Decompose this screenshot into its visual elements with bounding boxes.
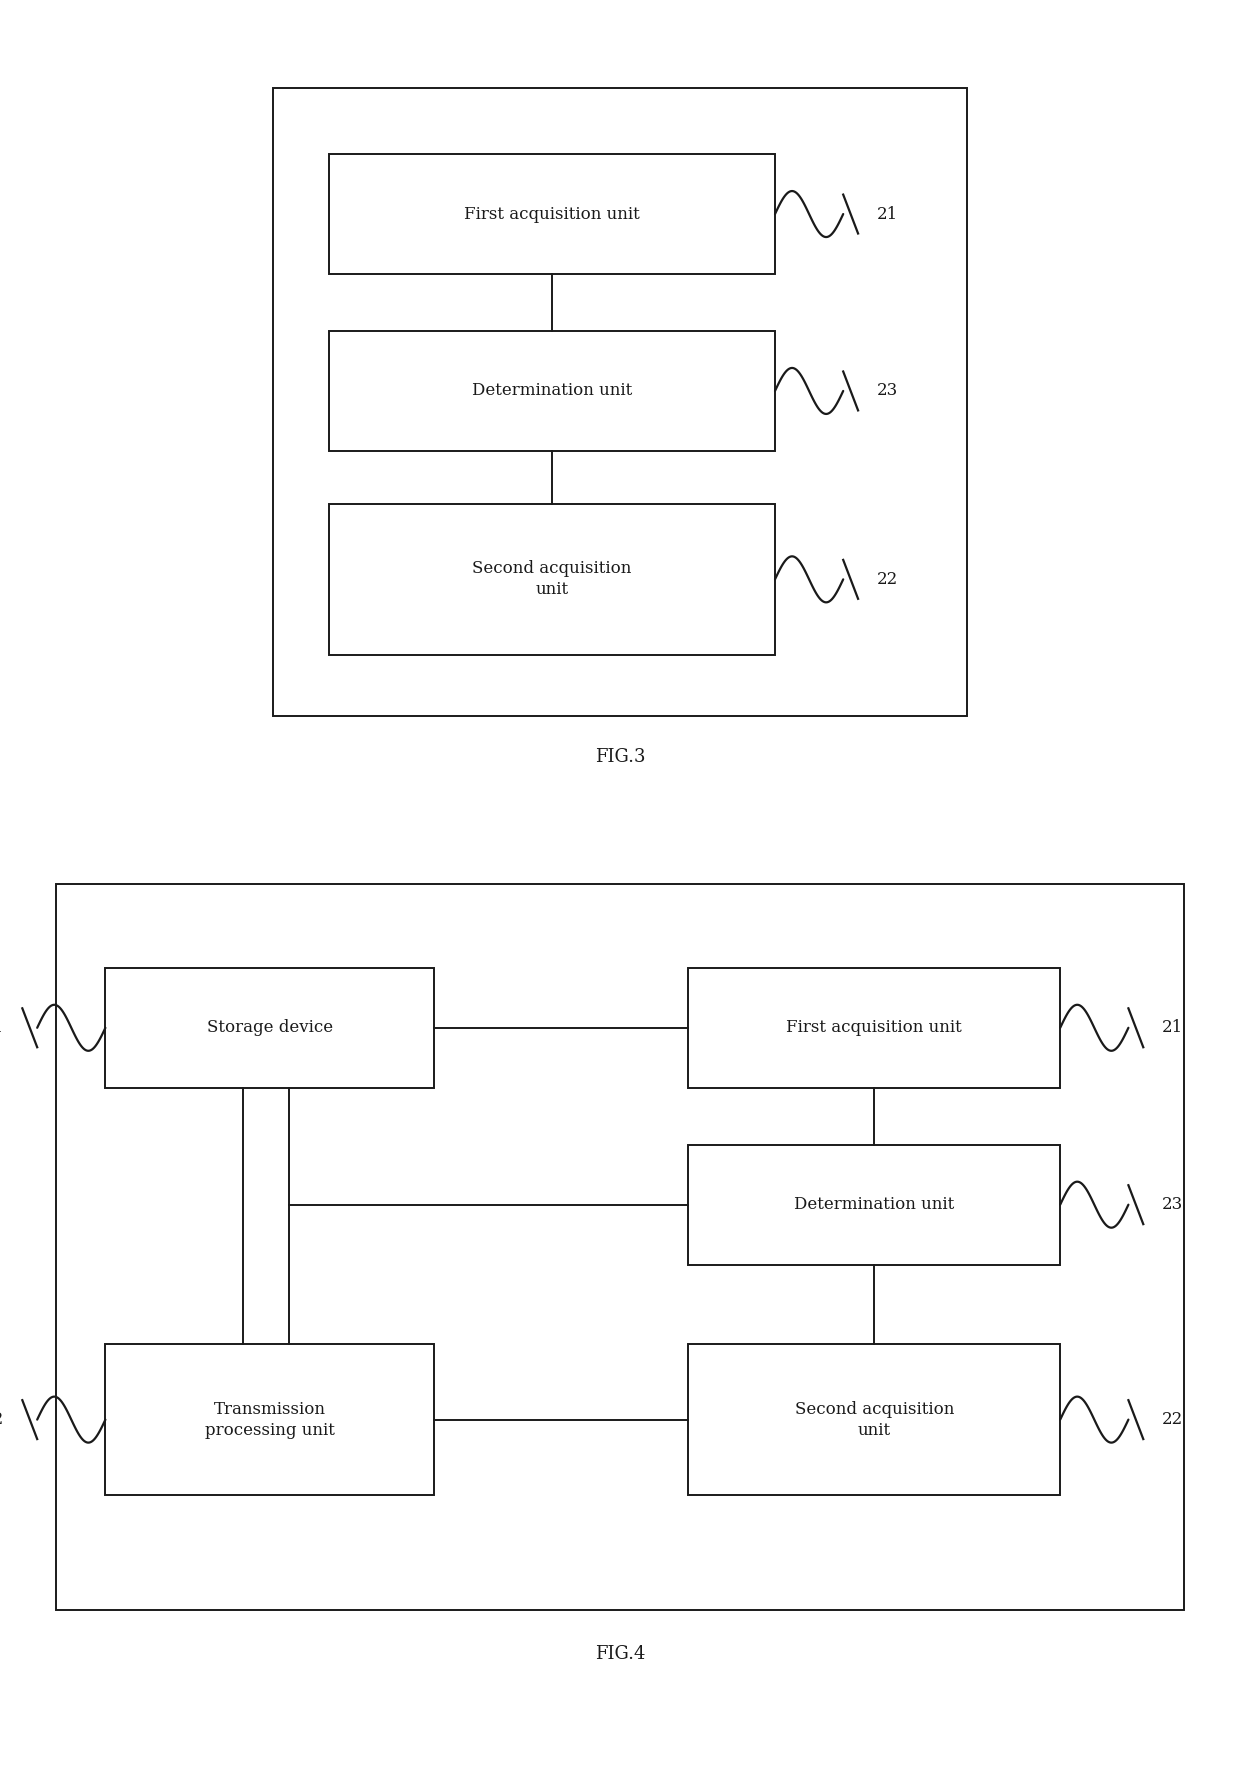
Text: First acquisition unit: First acquisition unit [786,1019,962,1037]
Text: 23: 23 [1162,1196,1183,1214]
Bar [105,1344,434,1495]
Text: Second acquisition
unit: Second acquisition unit [472,561,631,598]
Text: First acquisition unit: First acquisition unit [464,205,640,223]
Bar [688,1344,1060,1495]
Text: Determination unit: Determination unit [471,382,632,400]
Text: FIG.4: FIG.4 [595,1645,645,1663]
Bar [688,968,1060,1088]
Text: 21: 21 [877,205,898,223]
Bar [273,88,967,716]
Text: Determination unit: Determination unit [794,1196,955,1214]
Bar [329,504,775,655]
Bar [329,154,775,274]
Text: FIG.3: FIG.3 [595,748,645,766]
Bar [105,968,434,1088]
Text: 22: 22 [1162,1412,1183,1428]
Text: 23: 23 [877,382,898,400]
Text: 31: 31 [0,1019,4,1037]
Bar [56,884,1184,1610]
Text: Transmission
processing unit: Transmission processing unit [205,1401,335,1438]
Text: Second acquisition
unit: Second acquisition unit [795,1401,954,1438]
Text: 22: 22 [877,571,898,587]
Bar [688,1145,1060,1265]
Text: Storage device: Storage device [207,1019,332,1037]
Text: 32: 32 [0,1412,4,1428]
Bar [329,331,775,451]
Text: 21: 21 [1162,1019,1183,1037]
